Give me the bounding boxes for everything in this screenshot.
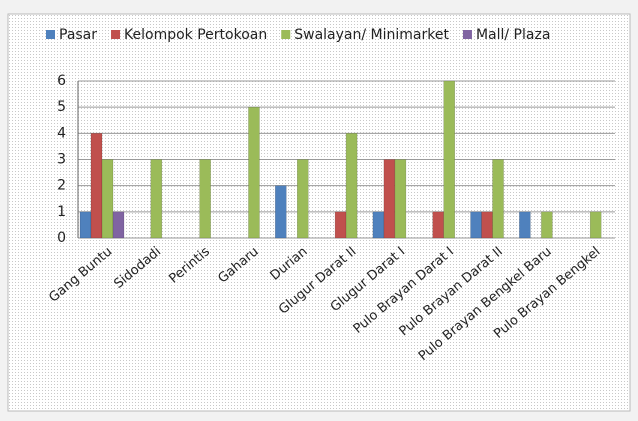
y-tick-label: 4 bbox=[57, 125, 66, 141]
y-tick-label: 5 bbox=[57, 99, 66, 115]
bar bbox=[394, 159, 407, 239]
bar bbox=[90, 133, 103, 239]
legend-label: Kelompok Pertokoan bbox=[124, 27, 267, 43]
bar bbox=[79, 211, 92, 239]
bar bbox=[519, 211, 531, 239]
legend-swatch bbox=[281, 30, 291, 39]
y-tick-label: 6 bbox=[57, 73, 66, 89]
bar bbox=[481, 211, 493, 239]
legend-label: Pasar bbox=[59, 27, 97, 43]
legend-label: Swalayan/ Minimarket bbox=[294, 27, 449, 43]
y-tick-label: 2 bbox=[57, 178, 66, 194]
bar bbox=[345, 133, 358, 239]
legend-swatch bbox=[111, 30, 121, 39]
bar bbox=[275, 185, 287, 239]
y-tick-label: 3 bbox=[57, 152, 66, 168]
bar bbox=[541, 211, 553, 239]
bar bbox=[372, 211, 385, 239]
bar bbox=[101, 159, 114, 239]
legend: Pasar Kelompok Pertokoan Swalayan/ Minimar… bbox=[46, 27, 550, 43]
legend-swatch bbox=[46, 30, 55, 39]
legend-swatch bbox=[462, 30, 472, 39]
bar bbox=[589, 211, 602, 239]
bar bbox=[432, 211, 444, 239]
bar bbox=[112, 211, 125, 239]
y-tick-label: 0 bbox=[57, 230, 66, 246]
bar bbox=[334, 211, 347, 239]
bar bbox=[443, 80, 455, 239]
y-tick-label: 1 bbox=[57, 204, 66, 220]
bar bbox=[248, 106, 260, 239]
bar bbox=[470, 211, 482, 239]
bar bbox=[150, 159, 163, 239]
bar bbox=[297, 159, 309, 239]
bar bbox=[199, 159, 211, 239]
bar bbox=[383, 159, 396, 239]
legend-label: Mall/ Plaza bbox=[476, 27, 550, 43]
bar bbox=[492, 159, 504, 239]
